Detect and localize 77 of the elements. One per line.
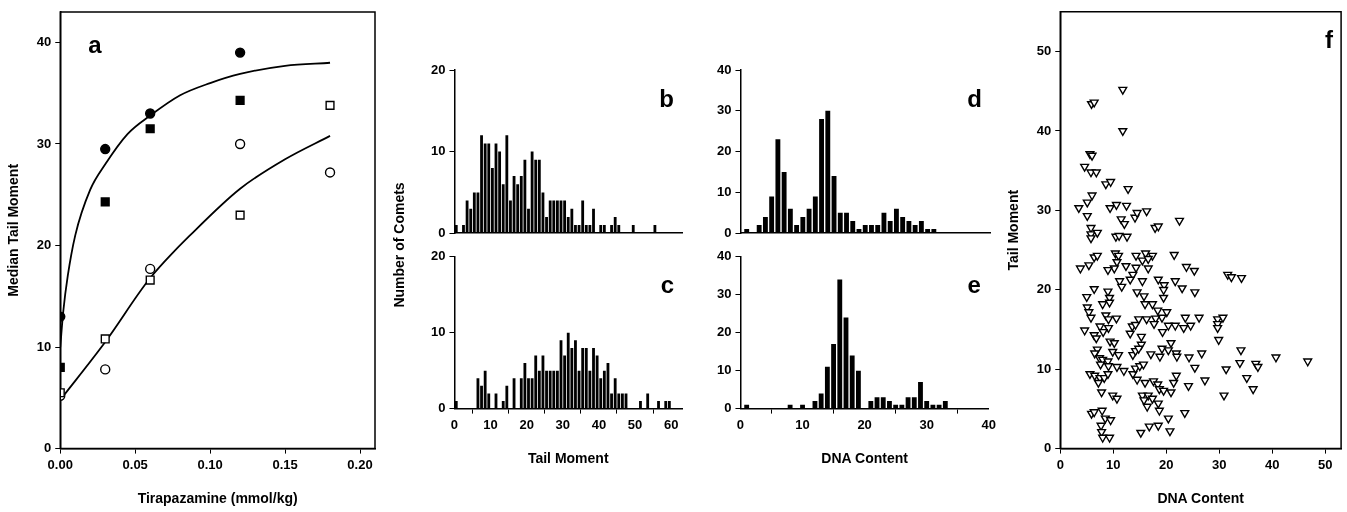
point — [325, 100, 335, 110]
y-tick-label: 0 — [44, 440, 52, 456]
text: a — [88, 30, 103, 58]
x-axis-title: DNA Content — [821, 450, 909, 467]
x-tick-label: 0.10 — [197, 456, 223, 472]
y-tick-label: 40 — [716, 248, 732, 264]
y-tick-label: 20 — [36, 237, 52, 253]
text: e — [967, 271, 981, 299]
x-tick-label: 20 — [519, 416, 534, 432]
x-tick-label: 10 — [483, 416, 498, 432]
x-tick-label: 40 — [1264, 456, 1280, 472]
y-tick-label: 20 — [430, 248, 446, 264]
point — [235, 210, 245, 220]
x-tick-label: 0.05 — [122, 456, 148, 472]
point — [144, 108, 156, 119]
x-tick-label: 0 — [1056, 456, 1064, 472]
y-tick-label: 10 — [1036, 360, 1052, 376]
y-tick-label: 0 — [724, 224, 732, 240]
x-tick-label: 0.20 — [347, 456, 373, 472]
x-tick-label: 30 — [555, 416, 571, 432]
point — [100, 364, 111, 375]
text: d — [967, 84, 982, 112]
x-tick-label: 40 — [981, 416, 996, 432]
y-axis-title: Number of Comets — [391, 182, 407, 308]
x-tick-label: 0 — [736, 416, 745, 432]
point — [145, 124, 155, 134]
point — [324, 167, 336, 178]
point — [234, 47, 246, 58]
x-axis-title: Tail Moment — [527, 450, 609, 467]
x-axis-title: Tirapazamine (mmol/kg) — [137, 490, 298, 507]
x-tick-label: 10 — [795, 416, 810, 432]
y-tick-label: 30 — [1036, 201, 1052, 217]
y-tick-label: 0 — [438, 400, 446, 416]
x-tick-label: 0.00 — [47, 456, 73, 472]
y-tick-label: 0 — [438, 224, 446, 240]
x-tick-label: 50 — [1317, 456, 1333, 472]
y-tick-label: 10 — [430, 324, 446, 340]
y-tick-label: 0 — [1044, 440, 1052, 456]
y-axis-title: Median Tail Moment — [5, 163, 22, 297]
x-tick-label: 20 — [1159, 456, 1174, 472]
x-tick-label: 50 — [627, 416, 643, 432]
x-axis-title: DNA Content — [1157, 490, 1245, 507]
text: f — [1325, 26, 1335, 54]
y-tick-label: 10 — [716, 183, 732, 199]
x-tick-label: 0.15 — [272, 456, 298, 472]
y-tick-label: 40 — [1036, 122, 1052, 138]
y-tick-label: 0 — [724, 400, 732, 416]
point — [100, 334, 110, 344]
point — [100, 143, 111, 155]
y-tick-label: 10 — [36, 338, 52, 354]
point — [145, 275, 155, 285]
x-tick-label: 30 — [919, 416, 934, 432]
y-tick-label: 20 — [430, 61, 446, 77]
y-tick-label: 10 — [430, 143, 446, 159]
x-tick-label: 0 — [450, 416, 459, 432]
y-tick-label: 40 — [36, 34, 52, 50]
y-tick-label: 20 — [716, 143, 732, 159]
point — [144, 263, 156, 275]
y-tick-label: 40 — [716, 61, 732, 77]
text: c — [660, 271, 674, 299]
x-tick-label: 40 — [591, 416, 607, 432]
y-tick-label: 30 — [716, 102, 732, 118]
y-tick-label: 30 — [36, 135, 52, 151]
x-tick-label: 30 — [1211, 456, 1227, 472]
x-tick-label: 10 — [1106, 456, 1121, 472]
x-tick-label: 20 — [857, 416, 872, 432]
y-tick-label: 20 — [716, 324, 732, 340]
point — [235, 95, 245, 105]
point — [100, 197, 110, 207]
y-tick-label: 20 — [1036, 281, 1052, 297]
y-tick-label: 50 — [1036, 43, 1052, 59]
y-tick-label: 30 — [716, 286, 732, 302]
y-tick-label: 10 — [716, 362, 732, 378]
x-tick-label: 60 — [663, 416, 679, 432]
text: b — [659, 84, 674, 112]
y-axis-title: Tail Moment — [1005, 189, 1022, 271]
point — [234, 138, 246, 150]
